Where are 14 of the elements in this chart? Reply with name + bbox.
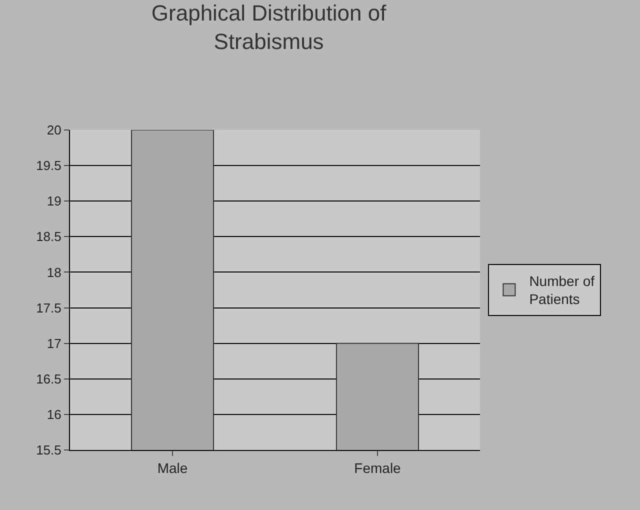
x-tick-label: Male — [157, 460, 188, 476]
y-tick-label: 17.5 — [36, 300, 62, 316]
y-tick-label: 19.5 — [36, 158, 62, 174]
x-tick-label: Female — [354, 460, 402, 476]
y-tick-label: 17 — [46, 336, 62, 351]
y-tick-label: 20 — [46, 122, 62, 138]
y-tick-label: 16.5 — [36, 371, 62, 386]
y-tick-label: 15.5 — [36, 442, 62, 458]
y-tick-label: 18 — [46, 264, 62, 280]
y-tick-label: 16 — [46, 406, 62, 422]
chart-title: Graphical Distribution of Strabismus — [151, 0, 388, 54]
legend-label: Number of Patients — [529, 273, 595, 308]
y-tick-label: 18.5 — [36, 229, 62, 244]
y-tick-label: 19 — [46, 194, 62, 209]
